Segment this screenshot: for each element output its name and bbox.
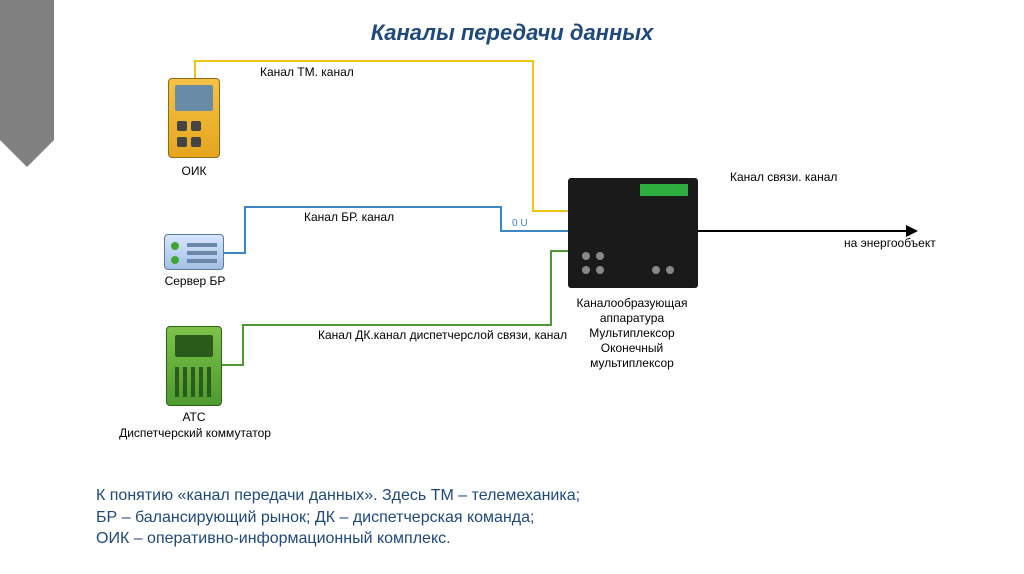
dk-line-h3 [550,250,568,252]
br-edge-label: Канал БР. канал [304,210,394,224]
page-title: Каналы передачи данных [0,20,1024,46]
atc-server-icon [166,326,222,406]
footer-line-1: К понятию «канал передачи данных». Здесь… [96,485,580,507]
out-arrow-line [698,230,908,232]
tm-line-h1 [194,60,534,62]
dk-line-h2 [242,324,552,326]
server-br-icon [164,234,224,270]
br-line-h1 [224,252,244,254]
mux-text-2: аппаратура [600,311,664,325]
atc-label-1: АТС [156,410,232,424]
server-br-label: Сервер БР [154,274,236,288]
multiplexer-label: Каналообразующая аппаратура Мультиплексо… [552,296,712,371]
mux-text-1: Каналообразующая [577,296,688,310]
atc-label-2: Диспетчерский коммутатор [100,426,290,440]
mux-text-3: Мультиплексор [589,326,674,340]
tm-edge-label: Канал ТМ. канал [260,65,354,79]
br-0u-note: 0 U [512,218,528,229]
tm-line-v1 [194,60,196,78]
oik-label: ОИК [158,164,230,178]
network-diagram: ОИК Сервер БР АТС Диспетчерский коммутат… [80,60,960,470]
tm-line-h2 [532,210,568,212]
tm-line-v2 [532,60,534,210]
br-line-v1 [244,206,246,254]
dk-edge-label: Канал ДК.канал диспетчерслой связи, кана… [318,328,498,343]
multiplexer-icon [568,178,698,288]
br-line-v2 [500,206,502,232]
dk-line-h1 [222,364,242,366]
footer-caption: К понятию «канал передачи данных». Здесь… [96,485,580,550]
br-line-h3 [500,230,568,232]
footer-line-2: БР – балансирующий рынок; ДК – диспетчер… [96,507,580,529]
dk-edge-text: Канал ДК.канал диспетчерслой связи, кана… [318,328,567,342]
br-line-h2 [244,206,502,208]
target-label: на энергообъект [844,236,936,250]
mux-text-5: мультиплексор [590,356,674,370]
dk-line-v1 [242,324,244,366]
footer-line-3: ОИК – оперативно-информационный комплекс… [96,528,580,550]
mux-text-4: Оконечный [601,341,664,355]
oik-server-icon [168,78,220,158]
dk-line-v2 [550,250,552,326]
out-edge-label: Канал связи. канал [730,170,837,184]
